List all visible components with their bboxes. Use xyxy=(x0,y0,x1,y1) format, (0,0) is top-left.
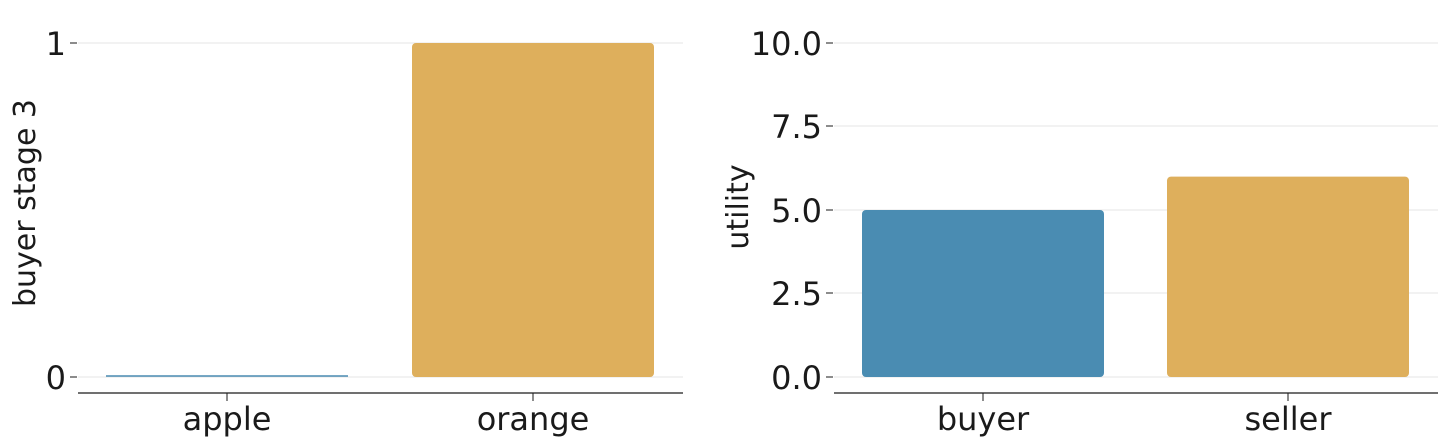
bar-seller xyxy=(1167,176,1409,377)
ytick-label-10: 10.0 xyxy=(751,25,822,63)
bar-orange xyxy=(412,43,654,377)
xtick-label-orange: orange xyxy=(477,400,590,438)
ytick-label-1: 1 xyxy=(46,25,66,63)
x-axis: apple orange xyxy=(78,392,683,438)
y-axis: 10.0 7.5 5.0 2.5 0.0 xyxy=(751,25,833,397)
ytick-label-2.5: 2.5 xyxy=(771,275,822,313)
xtick-label-apple: apple xyxy=(183,400,272,438)
y-axis-title: buyer stage 3 xyxy=(8,99,43,307)
ytick-label-5: 5.0 xyxy=(771,192,822,230)
x-axis: buyer seller xyxy=(834,392,1438,438)
bar-buyer xyxy=(862,210,1104,377)
ytick-label-7.5: 7.5 xyxy=(771,108,822,146)
chart-utility: 10.0 7.5 5.0 2.5 0.0 buyer seller utilit… xyxy=(721,25,1438,438)
xtick-label-buyer: buyer xyxy=(937,400,1030,438)
bars xyxy=(106,43,654,377)
xtick-label-seller: seller xyxy=(1245,400,1333,438)
ytick-label-0: 0 xyxy=(46,359,66,397)
y-axis: 1 0 xyxy=(46,25,77,397)
ytick-label-0: 0.0 xyxy=(771,359,822,397)
bars xyxy=(862,176,1409,377)
y-axis-title: utility xyxy=(721,164,756,249)
chart-buyer-stage-3: 1 0 apple orange buyer stage 3 xyxy=(8,25,683,438)
